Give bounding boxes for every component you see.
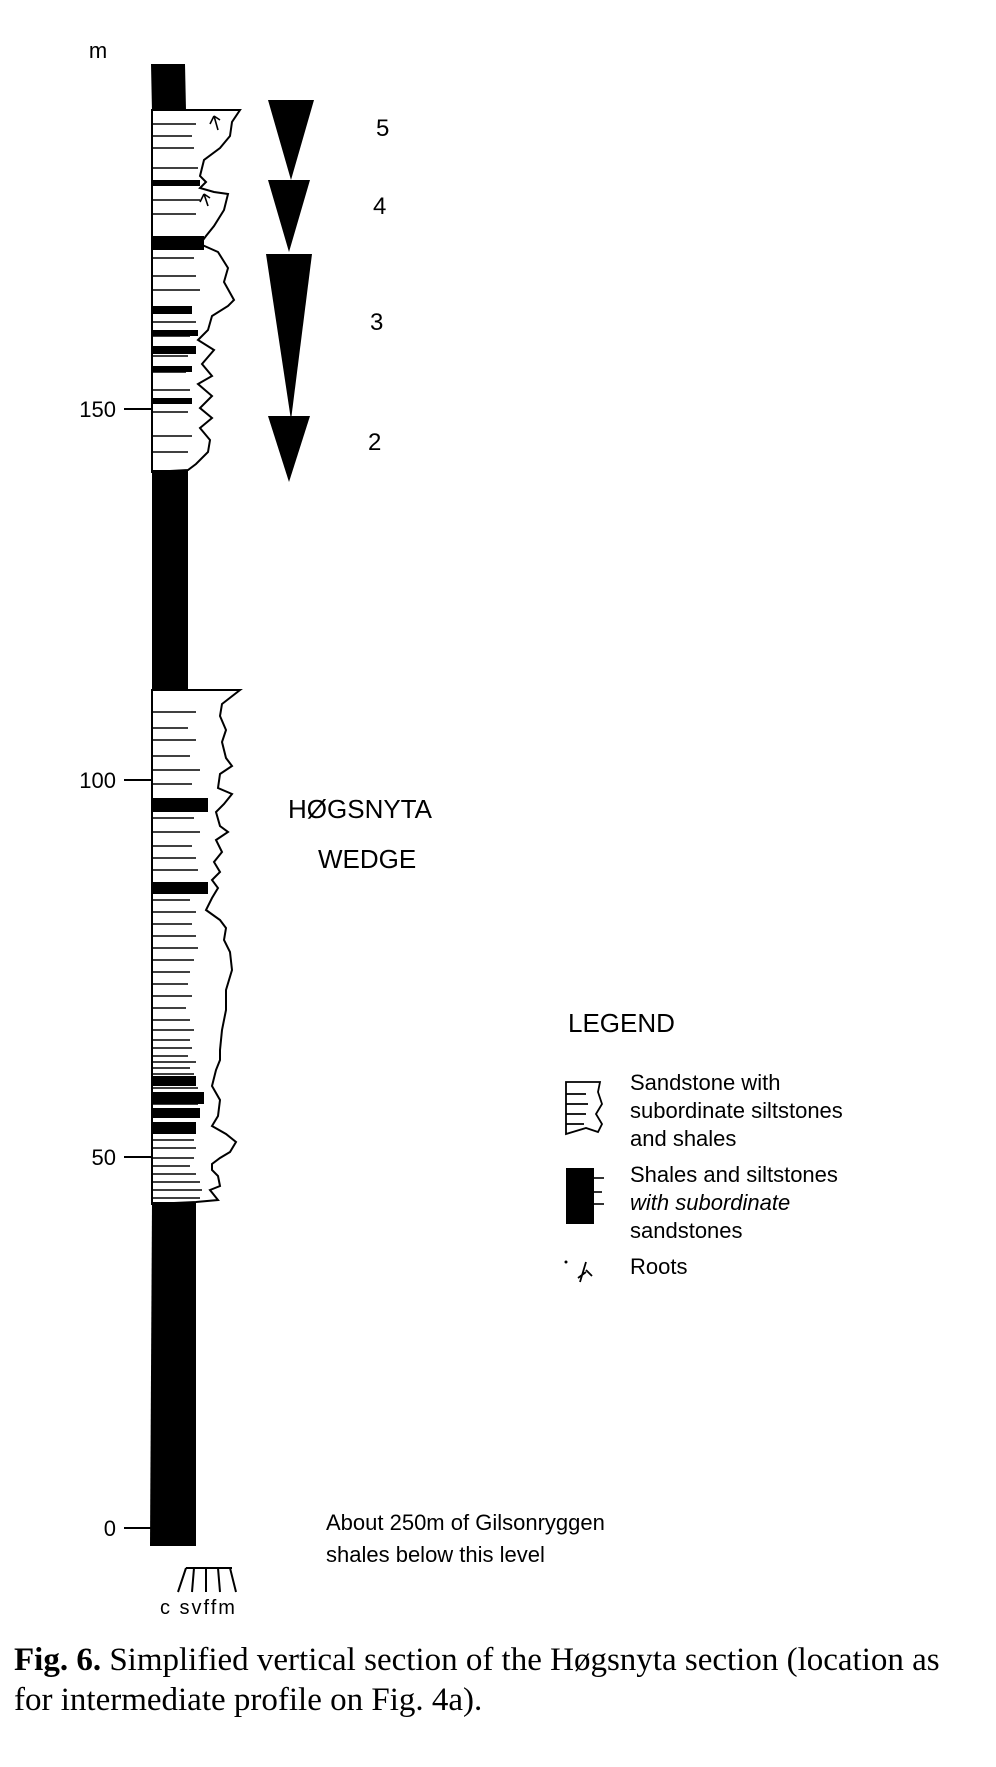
roots-symbol [199, 115, 221, 207]
grain-size-labels: c svffm [160, 1597, 237, 1619]
legend-swatch-shale [566, 1168, 604, 1224]
cycle-label-3: 3 [370, 309, 383, 336]
sandstone-bedding-upper [152, 123, 200, 453]
legend-swatch-roots [564, 1260, 593, 1283]
tick-label-50: 50 [92, 1145, 116, 1170]
legend-swatch-sandstone [565, 1081, 604, 1136]
tick-label-150: 150 [79, 397, 116, 422]
legend-sandstone-line3: and shales [630, 1126, 736, 1151]
legend-title: LEGEND [568, 1008, 675, 1038]
legend-sandstone-line2: subordinate siltstones [630, 1098, 843, 1123]
tick-label-100: 100 [79, 768, 116, 793]
cycle-triangles [266, 100, 314, 482]
cycle-triangle-4 [268, 180, 310, 252]
shale-bands-upper [152, 180, 204, 404]
height-axis: m 150 100 50 0 [79, 38, 153, 1541]
legend-roots-label: Roots [630, 1254, 687, 1279]
sandstone-bedding-wedge [152, 711, 202, 1199]
legend-sandstone-line1: Sandstone with [630, 1070, 780, 1095]
note-line2: shales below this level [326, 1542, 545, 1567]
grain-size-scale [177, 1567, 237, 1593]
unit-name-line1: HØGSNYTA [288, 794, 433, 824]
unit-name-line2: WEDGE [318, 844, 416, 874]
legend-shale-line2: with subordinate [630, 1190, 790, 1215]
cycle-label-4: 4 [373, 193, 386, 220]
axis-unit-label: m [89, 38, 107, 63]
legend: LEGEND Sandstone with subordinate siltst… [564, 1008, 843, 1283]
legend-shale-line3: sandstones [630, 1218, 743, 1243]
figure-caption-text: Simplified vertical section of the Høgsn… [14, 1642, 940, 1718]
lithology-column [150, 64, 243, 1546]
cycle-label-5: 5 [376, 115, 389, 142]
cycle-triangle-3 [266, 254, 312, 420]
cycle-label-2: 2 [368, 429, 381, 456]
figure-caption: Fig. 6. Simplified vertical section of t… [14, 1640, 974, 1720]
cycle-triangle-2 [268, 416, 310, 482]
note-line1: About 250m of Gilsonryggen [326, 1510, 605, 1535]
shale-unit-bottom [150, 1202, 196, 1546]
tick-label-0: 0 [104, 1516, 116, 1541]
shale-unit-top [151, 64, 186, 112]
legend-shale-line1: Shales and siltstones [630, 1162, 838, 1187]
shale-unit-middle [152, 470, 188, 692]
figure-caption-label: Fig. 6. [14, 1642, 102, 1678]
shale-bands-wedge [152, 798, 208, 1134]
sandstone-unit-upper [151, 109, 242, 474]
cycle-triangle-5 [268, 100, 314, 180]
